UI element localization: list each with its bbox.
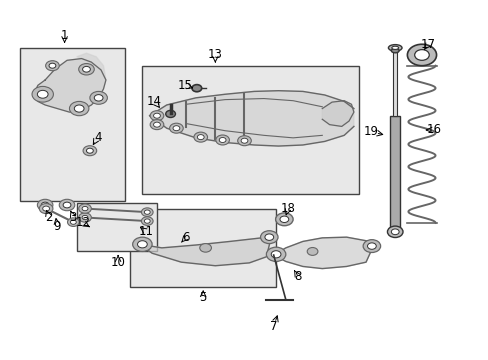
Circle shape (79, 64, 94, 75)
Circle shape (192, 85, 201, 92)
Circle shape (90, 91, 107, 104)
Polygon shape (77, 53, 106, 80)
Bar (389, 116, 399, 230)
Circle shape (390, 229, 398, 235)
Circle shape (132, 237, 152, 251)
Text: 1: 1 (61, 29, 68, 42)
Circle shape (280, 216, 288, 222)
Circle shape (165, 111, 175, 117)
Bar (142, 66, 358, 194)
Text: 17: 17 (420, 38, 435, 51)
Circle shape (74, 105, 84, 112)
Circle shape (70, 220, 76, 224)
Text: 15: 15 (177, 79, 192, 92)
Text: 9: 9 (54, 220, 61, 233)
Ellipse shape (391, 46, 398, 49)
Polygon shape (140, 237, 271, 266)
Circle shape (137, 241, 147, 248)
Circle shape (39, 203, 53, 213)
Text: 7: 7 (269, 320, 277, 333)
Circle shape (153, 113, 160, 118)
Circle shape (79, 204, 91, 213)
Circle shape (144, 210, 150, 214)
Circle shape (367, 243, 375, 249)
Circle shape (94, 95, 103, 101)
Text: 2: 2 (45, 211, 53, 224)
Circle shape (266, 247, 285, 261)
Text: 14: 14 (147, 95, 162, 108)
Circle shape (414, 50, 428, 60)
Text: 13: 13 (207, 49, 223, 62)
Circle shape (59, 199, 75, 211)
Bar (77, 203, 157, 251)
Bar (392, 51, 396, 116)
Circle shape (41, 202, 49, 208)
Text: 18: 18 (280, 202, 295, 215)
Text: 12: 12 (76, 216, 90, 229)
Circle shape (271, 251, 281, 258)
Circle shape (200, 244, 211, 252)
Polygon shape (34, 59, 106, 112)
Circle shape (37, 199, 53, 211)
Circle shape (194, 132, 207, 142)
Circle shape (63, 202, 71, 208)
Circle shape (67, 218, 79, 226)
Circle shape (306, 248, 317, 255)
Circle shape (69, 102, 89, 116)
Text: 4: 4 (94, 131, 101, 144)
Circle shape (215, 135, 229, 145)
Circle shape (42, 206, 49, 211)
Circle shape (153, 122, 160, 127)
Circle shape (37, 90, 48, 98)
Circle shape (260, 231, 278, 244)
Circle shape (49, 63, 56, 68)
Text: 10: 10 (110, 256, 125, 269)
Circle shape (197, 135, 203, 140)
Circle shape (45, 61, 59, 71)
Circle shape (82, 215, 88, 220)
Circle shape (141, 208, 153, 216)
Circle shape (275, 213, 292, 226)
Text: 11: 11 (139, 225, 153, 238)
Circle shape (32, 86, 53, 102)
Polygon shape (149, 91, 353, 146)
Circle shape (82, 66, 90, 72)
Ellipse shape (390, 49, 398, 53)
Bar (130, 208, 276, 287)
Circle shape (79, 213, 91, 222)
Ellipse shape (387, 45, 401, 51)
Circle shape (241, 138, 247, 143)
Text: 5: 5 (199, 291, 206, 305)
Circle shape (264, 234, 273, 240)
Circle shape (386, 226, 402, 238)
Text: 16: 16 (426, 123, 441, 136)
Text: 8: 8 (294, 270, 301, 283)
Circle shape (150, 111, 163, 121)
Circle shape (237, 136, 251, 146)
Circle shape (86, 148, 93, 153)
Circle shape (83, 146, 97, 156)
Bar (20, 48, 125, 202)
Text: 3: 3 (69, 211, 77, 224)
Circle shape (169, 123, 183, 133)
Circle shape (363, 240, 380, 252)
Text: 6: 6 (182, 231, 189, 244)
Circle shape (150, 120, 163, 130)
Circle shape (82, 206, 88, 211)
Circle shape (407, 44, 436, 66)
Polygon shape (273, 237, 372, 269)
Polygon shape (322, 101, 353, 126)
Circle shape (219, 138, 225, 143)
Circle shape (141, 217, 153, 225)
Circle shape (173, 126, 180, 131)
Circle shape (144, 219, 150, 223)
Text: 19: 19 (363, 125, 378, 138)
